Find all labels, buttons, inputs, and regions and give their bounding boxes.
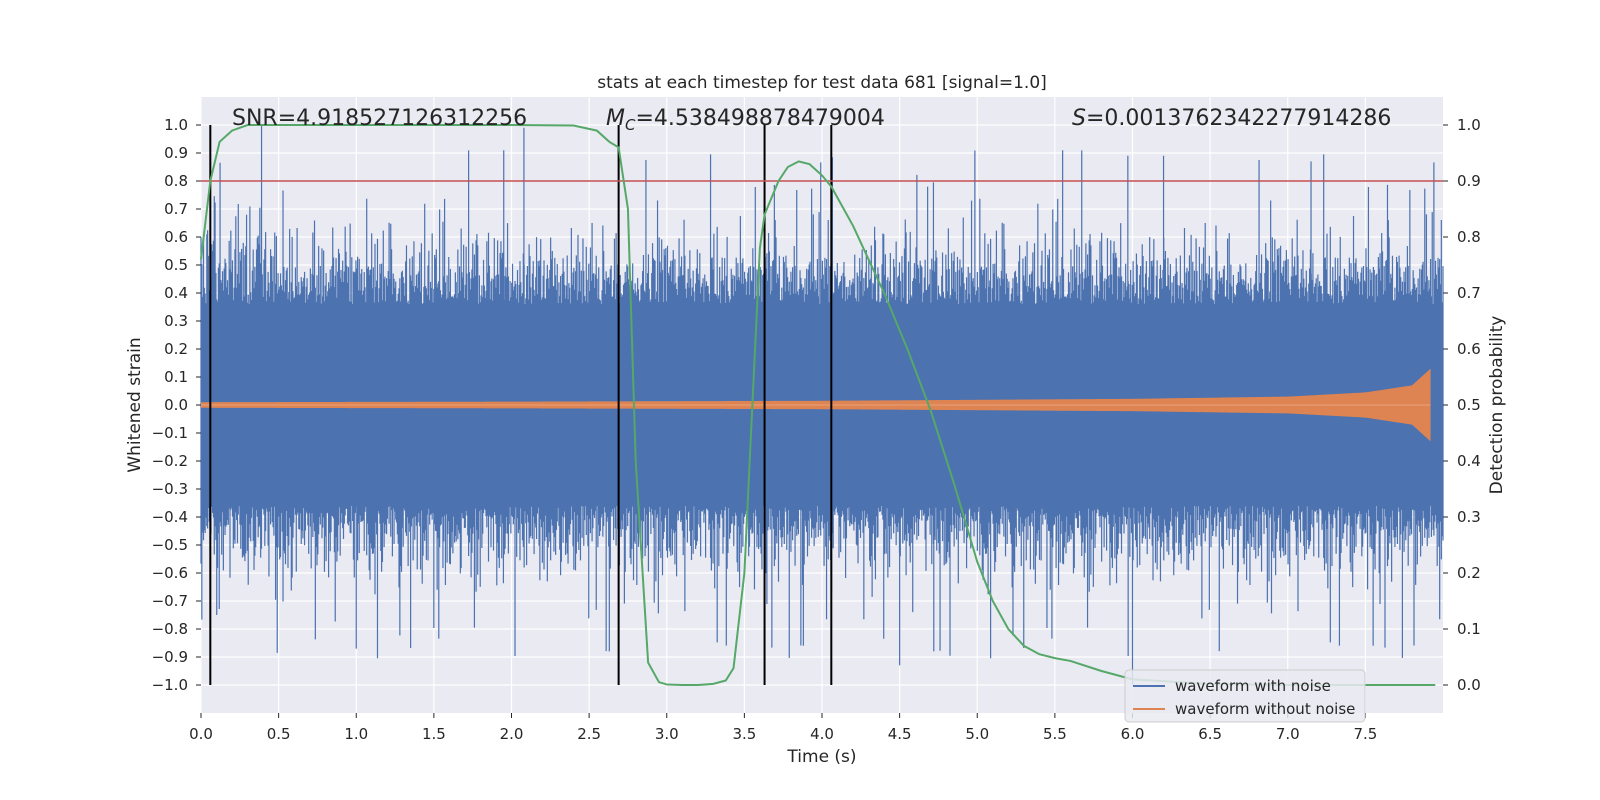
y-tick-label: 0.1 bbox=[164, 368, 188, 386]
y-tick-label: 0.0 bbox=[164, 396, 188, 414]
x-axis-label: Time (s) bbox=[786, 747, 856, 767]
x-tick-label: 3.5 bbox=[732, 725, 756, 743]
x-tick-label: 1.5 bbox=[422, 725, 446, 743]
annotation-chirp-mass-symbol: M bbox=[606, 106, 625, 131]
y-right-tick-label: 1.0 bbox=[1457, 116, 1481, 134]
y-tick-label: −1.0 bbox=[152, 676, 188, 694]
y-tick-label: −0.5 bbox=[152, 536, 188, 554]
y-tick-label: −0.7 bbox=[152, 592, 188, 610]
x-tick-label: 5.5 bbox=[1043, 725, 1067, 743]
y-right-tick-label: 0.4 bbox=[1457, 452, 1481, 470]
y-right-tick-label: 0.1 bbox=[1457, 620, 1481, 638]
legend-box bbox=[1124, 669, 1366, 723]
y-right-tick-label: 0.6 bbox=[1457, 340, 1481, 358]
y-tick-label: 0.9 bbox=[164, 144, 188, 162]
y-tick-label: −0.9 bbox=[152, 648, 188, 666]
y-tick-label: −0.2 bbox=[152, 452, 188, 470]
y-tick-label: 0.6 bbox=[164, 228, 188, 246]
y-tick-label: −0.8 bbox=[152, 620, 188, 638]
y-right-tick-label: 0.3 bbox=[1457, 508, 1481, 526]
chart-title: stats at each timestep for test data 681… bbox=[597, 73, 1047, 93]
annotation-s-value: =0.0013762342277914286 bbox=[1086, 106, 1391, 131]
annotation-s: S=0.0013762342277914286 bbox=[1072, 106, 1391, 131]
y-axis-label: Whitened strain bbox=[125, 337, 145, 472]
annotation-chirp-mass: MC=4.538498878479004 bbox=[606, 106, 885, 134]
y-right-tick-label: 0.2 bbox=[1457, 564, 1481, 582]
x-tick-label: 3.0 bbox=[655, 725, 679, 743]
y-tick-label: −0.3 bbox=[152, 480, 188, 498]
annotation-s-symbol: S bbox=[1072, 106, 1086, 131]
legend-label: waveform with noise bbox=[1175, 677, 1331, 695]
legend: waveform with noise waveform without nois… bbox=[1124, 669, 1366, 723]
y-right-tick-label: 0.8 bbox=[1457, 228, 1481, 246]
x-tick-label: 4.5 bbox=[888, 725, 912, 743]
x-tick-label: 2.5 bbox=[577, 725, 601, 743]
x-tick-label: 6.5 bbox=[1198, 725, 1222, 743]
y-tick-label: 0.8 bbox=[164, 172, 188, 190]
axis-ticks: 0.0 0.5 1.0 1.5 2.0 2.5 3.0 3.5 4.0 4.5 5.0 5.5 6.0 6… bbox=[152, 116, 1481, 743]
x-tick-label: 7.5 bbox=[1353, 725, 1377, 743]
y-tick-label: −0.1 bbox=[152, 424, 188, 442]
series-waveform-without-noise bbox=[201, 368, 1431, 442]
x-tick-label: 4.0 bbox=[810, 725, 834, 743]
y-tick-label: 0.3 bbox=[164, 312, 188, 330]
vertical-markers bbox=[209, 125, 833, 685]
y-axis-label-right: Detection probability bbox=[1487, 316, 1507, 495]
y-tick-label: 0.7 bbox=[164, 200, 188, 218]
y-tick-label: 0.4 bbox=[164, 284, 188, 302]
y-tick-label: 0.5 bbox=[164, 256, 188, 274]
y-right-tick-label: 0.7 bbox=[1457, 284, 1481, 302]
y-right-tick-label: 0.9 bbox=[1457, 172, 1481, 190]
x-tick-label: 7.0 bbox=[1276, 725, 1300, 743]
legend-label: waveform without noise bbox=[1175, 700, 1355, 718]
y-tick-label: 0.2 bbox=[164, 340, 188, 358]
x-tick-label: 5.0 bbox=[965, 725, 989, 743]
y-tick-label: −0.6 bbox=[152, 564, 188, 582]
annotation-chirp-mass-value: =4.538498878479004 bbox=[635, 106, 884, 131]
y-right-tick-label: 0.5 bbox=[1457, 396, 1481, 414]
x-tick-label: 1.0 bbox=[344, 725, 368, 743]
x-tick-label: 2.0 bbox=[500, 725, 524, 743]
annotation-snr: SNR=4.918527126312256 bbox=[232, 106, 527, 131]
y-right-tick-label: 0.0 bbox=[1457, 676, 1481, 694]
x-tick-label: 0.5 bbox=[267, 725, 291, 743]
series-detection-probability bbox=[200, 124, 1443, 686]
x-tick-label: 0.0 bbox=[189, 725, 213, 743]
y-tick-label: 1.0 bbox=[164, 116, 188, 134]
x-tick-label: 6.0 bbox=[1121, 725, 1145, 743]
detection-probability-line bbox=[200, 124, 1436, 686]
annotation-chirp-mass-subscript: C bbox=[625, 116, 636, 134]
y-tick-label: −0.4 bbox=[152, 508, 188, 526]
